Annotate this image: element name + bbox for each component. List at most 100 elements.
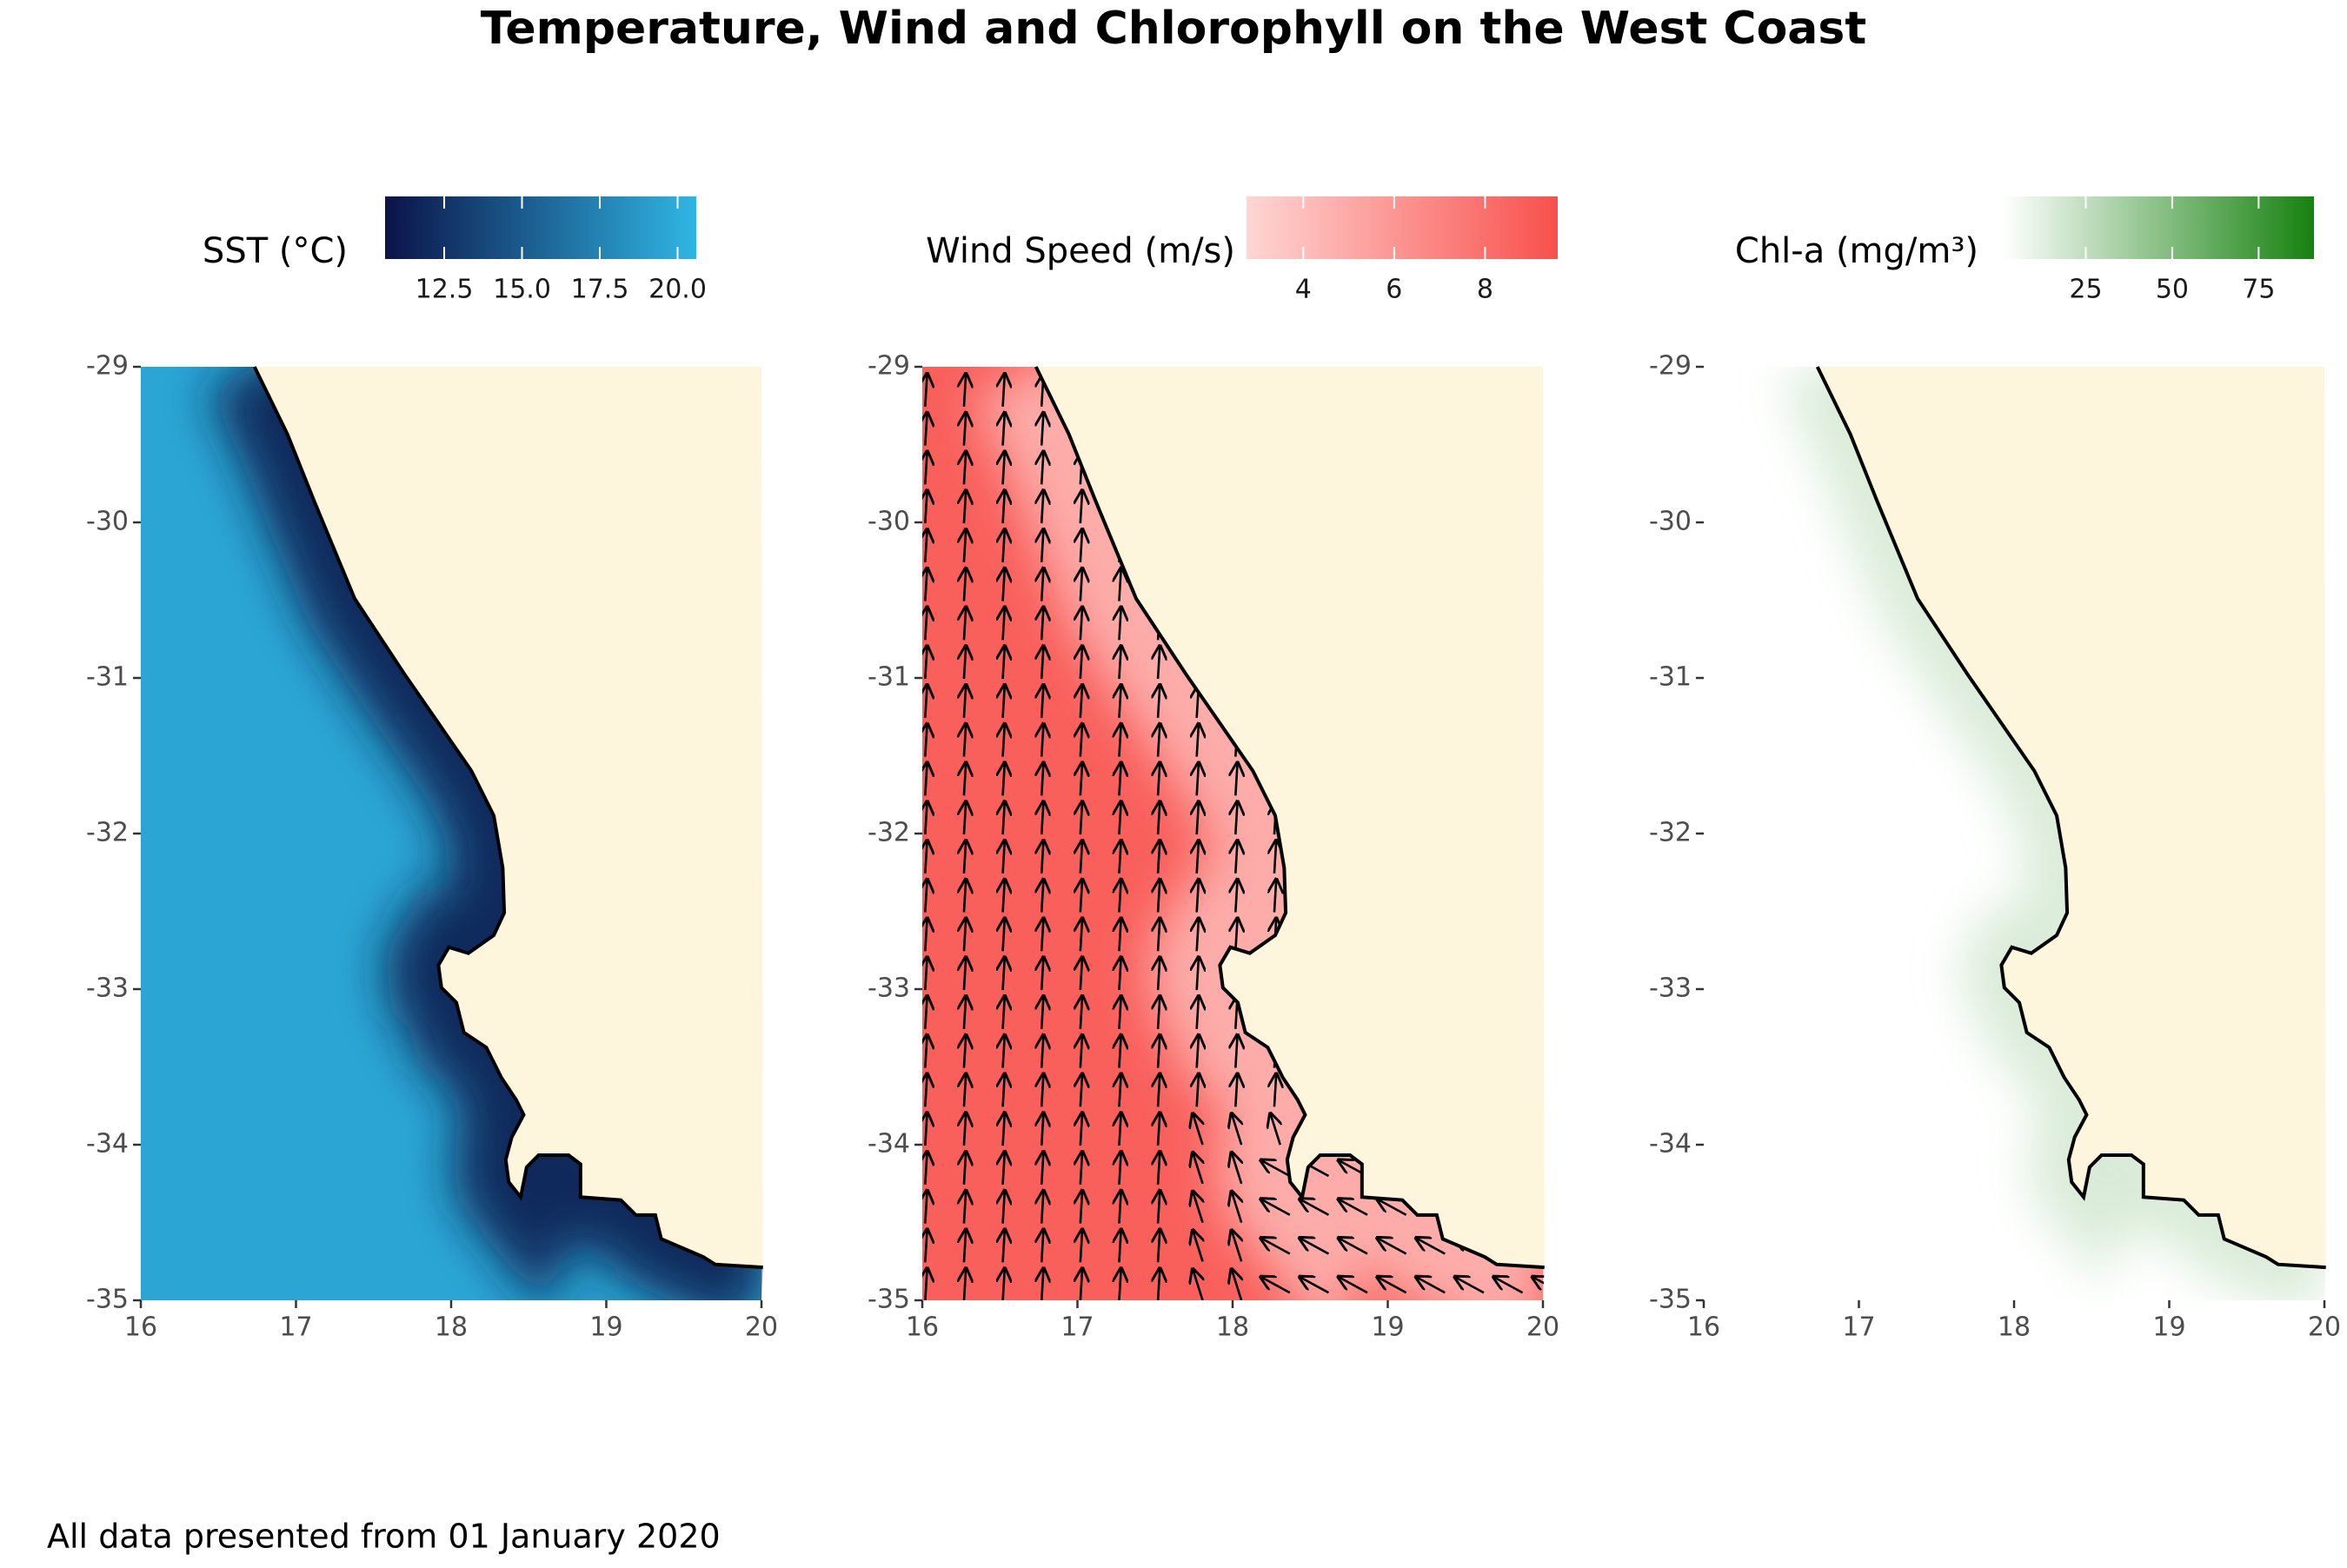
wind-arrow <box>1041 685 1043 718</box>
wind-arrow <box>1003 762 1005 796</box>
wind-arrow <box>1003 607 1005 641</box>
wind-arrow <box>925 529 927 562</box>
wind-arrow <box>1158 685 1160 718</box>
y-tick-label: -35 <box>86 1285 129 1315</box>
colorbar-tick-label: 20.0 <box>648 275 707 305</box>
wind-arrow <box>964 1191 966 1224</box>
y-tick-label: -30 <box>86 507 129 537</box>
wind-arrow <box>1260 1238 1291 1255</box>
wind-arrow <box>964 1073 966 1107</box>
wind-arrow <box>964 1229 966 1263</box>
wind-arrow <box>1080 685 1082 718</box>
wind-arrow <box>925 957 927 991</box>
wind-arrow <box>1158 1191 1160 1224</box>
wind-arrow <box>1260 1316 1289 1332</box>
wind-arrow <box>1546 996 1547 1029</box>
wind-arrow <box>1232 1192 1241 1224</box>
wind-arrow <box>1080 1268 1082 1300</box>
wind-arrow <box>1274 1073 1276 1107</box>
wind-arrow <box>1003 918 1005 952</box>
figure-title: Temperature, Wind and Chlorophyll on the… <box>481 3 1866 55</box>
legend-title: Chl-a (mg/m³) <box>1735 231 1978 271</box>
wind-arrow <box>1080 880 1082 913</box>
wind-arrow <box>1546 957 1547 990</box>
wind-arrow <box>1119 1113 1120 1146</box>
wind-arrow <box>1158 957 1160 991</box>
wind-arrow <box>1119 840 1120 874</box>
wind-arrow <box>925 413 927 446</box>
x-tick-label: 20 <box>1526 1312 1559 1343</box>
wind-arrow <box>1546 880 1547 913</box>
wind-arrow <box>964 568 966 601</box>
wind-arrow <box>1546 451 1547 484</box>
wind-arrow <box>1377 1238 1407 1255</box>
colorbar-tick-label: 15.0 <box>493 275 551 305</box>
legend-title: SST (°C) <box>203 231 348 271</box>
wind-arrow <box>1080 1229 1082 1263</box>
wind-arrow <box>1041 1152 1043 1185</box>
wind-arrow <box>1003 1152 1005 1185</box>
wind-arrow <box>1235 1073 1237 1107</box>
wind-arrow <box>1080 1191 1082 1224</box>
wind-arrow <box>1193 1113 1202 1146</box>
wind-arrow <box>1119 724 1120 757</box>
wind-arrow <box>1003 724 1005 757</box>
y-tick-label: -33 <box>86 973 129 1004</box>
coastline <box>252 366 763 1270</box>
wind-arrow <box>925 374 927 407</box>
wind-arrow <box>1119 996 1120 1029</box>
wind-arrow <box>1003 1307 1005 1340</box>
wind-arrow <box>1041 568 1043 601</box>
wind-arrow <box>964 451 966 485</box>
wind-arrow <box>1546 840 1547 874</box>
colorbar <box>2003 196 2314 259</box>
colorbar <box>385 196 696 259</box>
wind-arrow <box>1546 918 1547 951</box>
wind-arrow <box>1119 880 1120 913</box>
wind-arrow <box>1546 724 1547 757</box>
wind-arrow <box>964 724 966 757</box>
wind-arrow <box>1232 1230 1241 1262</box>
wind-arrow <box>1197 724 1199 757</box>
y-tick-label: -31 <box>1649 662 1692 693</box>
wind-arrow <box>1080 957 1082 991</box>
wind-arrow <box>1080 529 1082 562</box>
wind-arrow <box>925 724 927 757</box>
wind-arrow <box>1080 801 1082 835</box>
wind-arrow <box>1119 1191 1120 1224</box>
wind-arrow <box>1080 724 1082 757</box>
wind-arrow <box>1158 1073 1160 1107</box>
x-tick-label: 16 <box>1687 1312 1720 1343</box>
wind-arrow <box>964 529 966 562</box>
x-tick-label: 19 <box>1371 1312 1404 1343</box>
wind-arrow <box>1003 568 1005 601</box>
wind-arrow <box>1546 801 1547 834</box>
wind-arrow <box>1119 762 1120 796</box>
x-tick-label: 19 <box>589 1312 622 1343</box>
wind-arrow <box>1158 840 1160 874</box>
wind-arrow <box>1300 1277 1330 1294</box>
wind-arrow <box>1041 490 1043 524</box>
wind-arrow <box>1003 1113 1005 1146</box>
wind-arrow <box>1546 568 1547 601</box>
wind-arrow <box>1546 1073 1547 1106</box>
wind-arrow <box>925 918 927 952</box>
caption: All data presented from 01 January 2020 <box>47 1518 721 1556</box>
wind-arrow <box>1158 996 1160 1029</box>
wind-arrow <box>925 685 927 718</box>
wind-arrow <box>1416 1238 1446 1255</box>
x-tick-label: 17 <box>1842 1312 1875 1343</box>
wind-arrow <box>925 1268 927 1300</box>
legend-title: Wind Speed (m/s) <box>926 231 1235 271</box>
wind-arrow <box>1041 762 1043 796</box>
wind-arrow <box>964 1035 966 1068</box>
wind-arrow <box>1003 451 1005 485</box>
wind-arrow <box>1197 918 1199 952</box>
x-tick-label: 20 <box>2308 1312 2341 1343</box>
wind-arrow <box>1003 646 1005 680</box>
wind-arrow <box>1119 918 1120 952</box>
wind-arrow <box>1041 996 1043 1029</box>
wind-arrow <box>1339 1199 1368 1216</box>
wind-arrow <box>1158 1229 1160 1263</box>
wind-arrow <box>1300 1238 1330 1255</box>
